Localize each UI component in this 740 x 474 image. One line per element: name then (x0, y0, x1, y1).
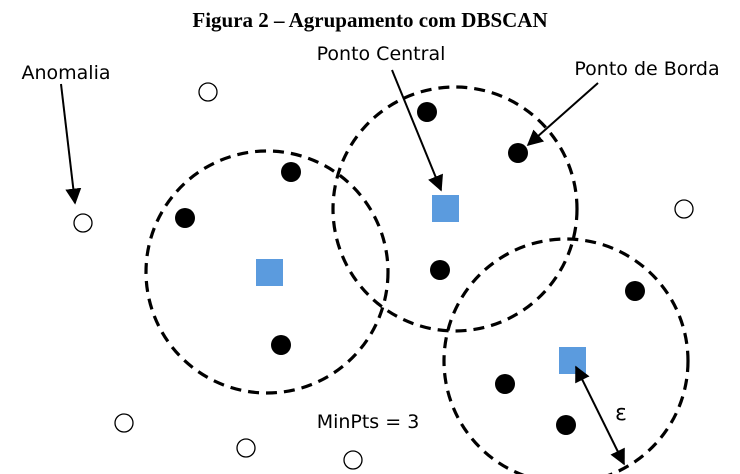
core-point (432, 195, 459, 222)
figure-title: Figura 2 – Agrupamento com DBSCAN (192, 8, 547, 32)
border-point-arrow (526, 82, 599, 147)
core-point-label: Ponto Central (317, 43, 446, 65)
core-points (256, 195, 586, 374)
border-point (556, 415, 576, 435)
neighborhood-circle-left (144, 149, 390, 395)
border-point-label: Ponto de Borda (574, 58, 719, 80)
neighborhood-circle-top (331, 85, 579, 333)
anomaly-point (73, 213, 93, 233)
anomaly-point (236, 438, 256, 458)
anomaly-points (73, 82, 694, 470)
border-point (281, 162, 301, 182)
neighborhood-circle-bottom-right (442, 237, 690, 474)
border-point (495, 374, 515, 394)
core-point (559, 347, 586, 374)
core-point (256, 259, 283, 286)
annotation-arrows (60, 69, 625, 466)
epsilon-arrow (575, 365, 625, 466)
anomaly-arrow (60, 83, 82, 205)
anomaly-label: Anomalia (21, 62, 110, 84)
anomaly-point (198, 82, 218, 102)
border-point (430, 260, 450, 280)
anomaly-point (674, 199, 694, 219)
border-point (625, 281, 645, 301)
epsilon-label: ε (615, 401, 627, 426)
anomaly-point (114, 413, 134, 433)
border-points (175, 102, 645, 435)
min-pts-label: MinPts = 3 (317, 411, 420, 433)
anomaly-point (343, 450, 363, 470)
neighborhood-circles (144, 85, 690, 474)
border-point (271, 335, 291, 355)
border-point (417, 102, 437, 122)
border-point (508, 143, 528, 163)
border-point (175, 208, 195, 228)
core-point-arrow (391, 69, 443, 192)
